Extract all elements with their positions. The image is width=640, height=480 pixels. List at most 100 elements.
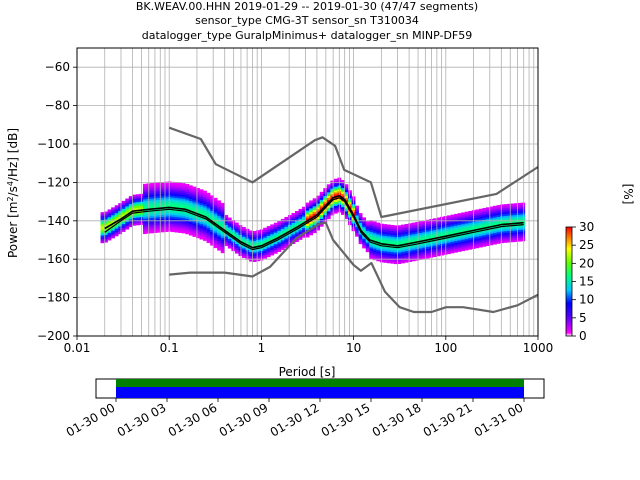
heatmap-cell xyxy=(270,226,275,229)
heatmap-cell xyxy=(302,208,306,211)
heatmap-cell xyxy=(432,224,437,227)
heatmap-cell xyxy=(178,184,183,187)
heatmap-cell xyxy=(348,201,352,205)
heatmap-cell xyxy=(107,238,112,241)
heatmap-cell xyxy=(291,236,296,239)
heatmap-cell xyxy=(284,228,289,231)
heatmap-cell xyxy=(478,224,483,227)
heatmap-cell xyxy=(238,234,243,237)
heatmap-cell xyxy=(273,249,278,252)
heatmap-cell xyxy=(188,221,193,225)
heatmap-cell xyxy=(323,218,328,221)
heatmap-cell xyxy=(125,223,130,226)
heatmap-cell xyxy=(475,240,480,243)
x-axis-ticks: 0.01 0.1 1 10 100 1000 xyxy=(64,336,553,355)
heatmap-cell xyxy=(188,214,193,217)
heatmap-cell xyxy=(196,205,200,208)
heatmap-cell xyxy=(500,229,504,232)
heatmap-cell xyxy=(507,230,512,233)
heatmap-cell xyxy=(181,192,186,195)
heatmap-cell xyxy=(355,226,359,229)
heatmap-cell xyxy=(461,237,466,240)
heatmap-cell xyxy=(234,243,239,246)
heatmap-cell xyxy=(432,249,437,252)
heatmap-cell xyxy=(188,208,193,211)
heatmap-cell xyxy=(432,241,437,244)
heatmap-cell xyxy=(125,217,130,220)
heatmap-cell xyxy=(206,194,211,197)
heatmap-cell xyxy=(256,255,260,258)
heatmap-cell xyxy=(355,230,359,233)
heatmap-cell xyxy=(330,195,335,199)
heatmap-cell xyxy=(181,215,186,219)
heatmap-cell xyxy=(298,210,303,214)
heatmap-cell xyxy=(493,240,497,243)
heatmap-cell xyxy=(330,211,335,214)
heatmap-cell xyxy=(185,185,190,189)
heatmap-cell xyxy=(273,243,278,247)
heatmap-cell xyxy=(273,241,278,245)
heatmap-cell xyxy=(150,188,154,192)
timeline-data-bar xyxy=(116,387,524,398)
heatmap-cell xyxy=(287,238,292,241)
heatmap-cell xyxy=(422,245,427,248)
heatmap-cell xyxy=(397,234,402,238)
heatmap-cell xyxy=(319,201,324,204)
heatmap-cell xyxy=(295,220,299,223)
heatmap-cell xyxy=(323,197,328,200)
heatmap-cell xyxy=(493,223,497,226)
heatmap-cell xyxy=(450,218,455,221)
heatmap-cell xyxy=(164,214,169,217)
heatmap-cell xyxy=(348,196,352,199)
heatmap-cell xyxy=(114,205,119,208)
heatmap-cell xyxy=(249,253,253,256)
heatmap-cell xyxy=(135,198,140,201)
heatmap-cell xyxy=(369,233,374,236)
heatmap-cell xyxy=(153,186,158,189)
heatmap-cell xyxy=(365,242,370,245)
heatmap-cell xyxy=(475,222,480,226)
heatmap-cell xyxy=(210,204,214,208)
heatmap-cell xyxy=(415,254,420,257)
heatmap-cell xyxy=(503,209,508,213)
heatmap-cell xyxy=(157,203,161,206)
heatmap-cell xyxy=(418,251,423,255)
heatmap-cell xyxy=(178,228,183,232)
heatmap-cell xyxy=(125,227,130,230)
heatmap-cell xyxy=(128,198,133,201)
heatmap-cell xyxy=(379,233,384,236)
heatmap-cell xyxy=(291,220,296,223)
heatmap-cell xyxy=(153,198,158,201)
heatmap-cell xyxy=(358,232,363,235)
heatmap-cell xyxy=(241,227,246,230)
heatmap-cell xyxy=(203,213,207,216)
heatmap-cell xyxy=(496,218,501,221)
heatmap-cell xyxy=(383,239,388,242)
heatmap-cell xyxy=(411,232,416,235)
heatmap-cell xyxy=(500,227,504,230)
heatmap-cell xyxy=(206,204,211,207)
heatmap-cell xyxy=(397,225,402,228)
heatmap-cell xyxy=(521,204,526,207)
heatmap-cell xyxy=(181,225,186,228)
heatmap-cell xyxy=(241,250,246,253)
heatmap-cell xyxy=(496,237,501,240)
heatmap-cell xyxy=(514,239,519,242)
heatmap-cell xyxy=(104,238,108,241)
heatmap-cell xyxy=(425,227,430,230)
heatmap-cell xyxy=(121,208,126,211)
heatmap-cell xyxy=(408,223,412,226)
heatmap-cell xyxy=(503,217,508,220)
heatmap-cell xyxy=(167,187,172,190)
heatmap-cell xyxy=(418,228,423,232)
heatmap-cell xyxy=(249,230,253,233)
heatmap-cell xyxy=(185,207,190,210)
heatmap-cell xyxy=(309,204,313,207)
heatmap-cell xyxy=(411,245,416,248)
heatmap-cell xyxy=(142,231,147,235)
heatmap-cell xyxy=(432,227,437,231)
heatmap-cell xyxy=(450,239,455,242)
heatmap-cell xyxy=(517,220,522,223)
heatmap-cell xyxy=(422,247,427,250)
heatmap-cell xyxy=(171,195,176,198)
